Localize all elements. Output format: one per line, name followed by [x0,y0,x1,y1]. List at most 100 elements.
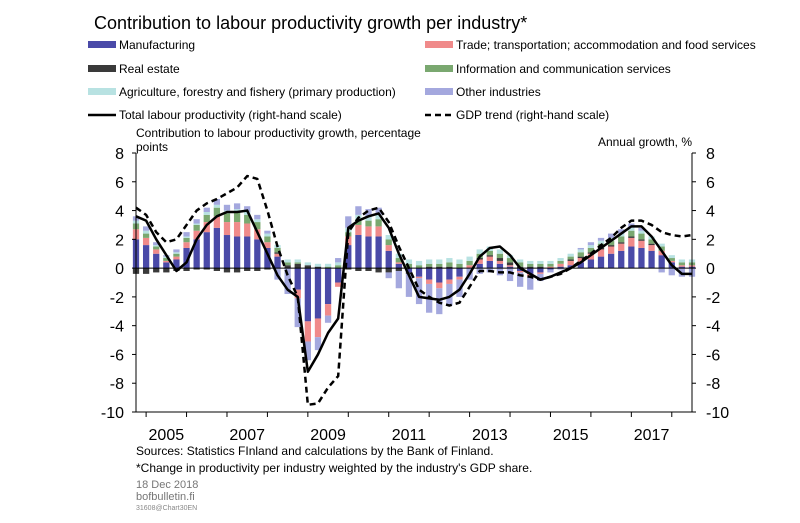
bar-5-2012Q1 [426,259,433,264]
bar-4-2008Q4 [294,262,301,264]
bar-2-2015Q4 [577,258,584,263]
bar-2-2016Q2 [597,249,605,257]
bar-4-2011Q1 [385,239,392,246]
bar-4-2011Q2 [395,258,402,263]
legend-label-7: Total labour productivity (right-hand sc… [119,108,342,122]
bar-3-2006Q4 [213,268,221,271]
right-tick-label-4: 4 [706,204,715,221]
bar-1-2012Q2 [436,268,443,283]
bar-3-2006Q3 [203,268,210,270]
bar-3-2007Q2 [233,268,241,273]
bar-1-2013Q4 [496,263,504,269]
date-text: 18 Dec 2018 [136,479,198,491]
bar-4-2010Q3 [365,220,372,227]
bar-3-2011Q2 [395,268,402,271]
bar-5-2013Q2 [476,249,483,254]
footnote-text: *Change in productivity per industry wei… [136,461,532,475]
bar-3-2005Q3 [163,268,170,273]
bar-6-2015Q1 [547,269,554,273]
bar-3-2006Q2 [193,268,200,270]
bar-4-2016Q3 [607,240,615,246]
bar-6-2010Q3 [365,209,372,217]
legend-label-3: Real estate [119,62,180,76]
legend-label-6: Other industries [456,85,541,99]
bar-2-2008Q1 [264,242,271,248]
bar-4-2007Q3 [244,214,251,224]
bar-2-2006Q4 [213,216,221,228]
bar-1-2017Q4 [658,255,665,269]
bar-5-2012Q3 [446,258,453,263]
bar-2-2017Q2 [638,240,645,248]
bar-5-2013Q1 [466,256,473,261]
bar-1-2006Q4 [213,227,221,269]
bar-6-2010Q1 [345,216,352,228]
bar-2-2009Q3 [324,304,332,316]
bar-3-2017Q3 [648,243,655,246]
bar-1-2014Q1 [506,266,514,269]
bar-2-2009Q1 [304,321,311,342]
bar-4-2015Q1 [547,263,554,267]
bar-4-2014Q2 [517,262,524,267]
bar-2-2014Q1 [506,265,514,267]
right-tick-label--8: -8 [706,376,720,393]
right-tick-label-8: 8 [706,146,715,163]
bar-1-2006Q2 [193,239,200,269]
bar-6-2016Q2 [597,237,605,241]
bar-1-2006Q1 [183,247,190,269]
bar-6-2015Q2 [557,268,564,270]
bar-2-2013Q3 [486,256,493,261]
bar-6-2014Q1 [506,268,514,282]
bar-1-2011Q3 [405,268,413,273]
right-tick-label-6: 6 [706,175,715,192]
bar-5-2012Q2 [436,259,443,264]
bar-2-2014Q2 [517,270,524,273]
chart-code-text: 31608@Chart30EN [136,505,197,512]
bar-4-2014Q4 [537,263,544,267]
bar-5-2017Q4 [658,243,665,247]
bar-4-2018Q2 [678,262,686,266]
bar-1-2017Q2 [638,247,645,269]
x-tick-label-2013: 2013 [472,427,508,444]
x-tick-label-2011: 2011 [392,427,427,444]
bar-2-2017Q1 [628,237,635,247]
bar-2-2016Q4 [618,243,625,251]
bar-5-2006Q3 [203,211,210,215]
bar-1-2010Q2 [355,235,362,269]
bar-1-2014Q3 [527,268,534,274]
bar-3-2008Q1 [264,268,271,270]
bar-4-2015Q3 [567,256,574,260]
bar-1-2010Q4 [375,236,382,269]
bar-4-2005Q4 [173,253,180,257]
left-tick-label-8: 8 [115,146,124,163]
bar-2-2011Q1 [385,245,392,251]
bar-6-2016Q3 [607,233,615,238]
bar-2-2016Q3 [607,246,615,254]
bar-5-2011Q3 [405,259,413,264]
bar-5-2007Q2 [233,209,241,212]
bar-5-2017Q2 [638,230,645,234]
bar-4-2017Q2 [638,233,645,240]
bar-4-2012Q3 [446,262,453,267]
bar-6-2008Q4 [294,298,301,328]
bar-3-2010Q2 [355,268,362,271]
left-tick-label-4: 4 [115,204,124,221]
bar-4-2014Q3 [527,263,534,267]
bar-2-2008Q2 [274,253,281,257]
bar-2-2011Q4 [415,276,423,279]
bar-4-2017Q3 [648,239,655,244]
bar-3-2013Q3 [486,255,493,257]
right-tick-label--2: -2 [706,290,720,307]
legend-label-4: Information and communication services [456,62,671,76]
bar-5-2008Q4 [294,259,301,263]
bar-5-2010Q3 [365,216,372,221]
bar-5-2016Q1 [587,245,595,248]
bar-4-2010Q4 [375,219,382,227]
bar-6-2014Q4 [537,273,544,282]
bar-3-2016Q3 [607,245,615,247]
bar-1-2015Q2 [557,266,564,269]
bar-1-2011Q2 [395,263,402,269]
bar-2-2007Q2 [233,222,241,237]
axes: 8 8 6 6 4 4 2 2 0 0 -2 -2 -4 -4 -6 -6 -8 -8 -10 -10 2005 2007… [101,146,729,444]
bar-3-2010Q4 [375,268,382,273]
